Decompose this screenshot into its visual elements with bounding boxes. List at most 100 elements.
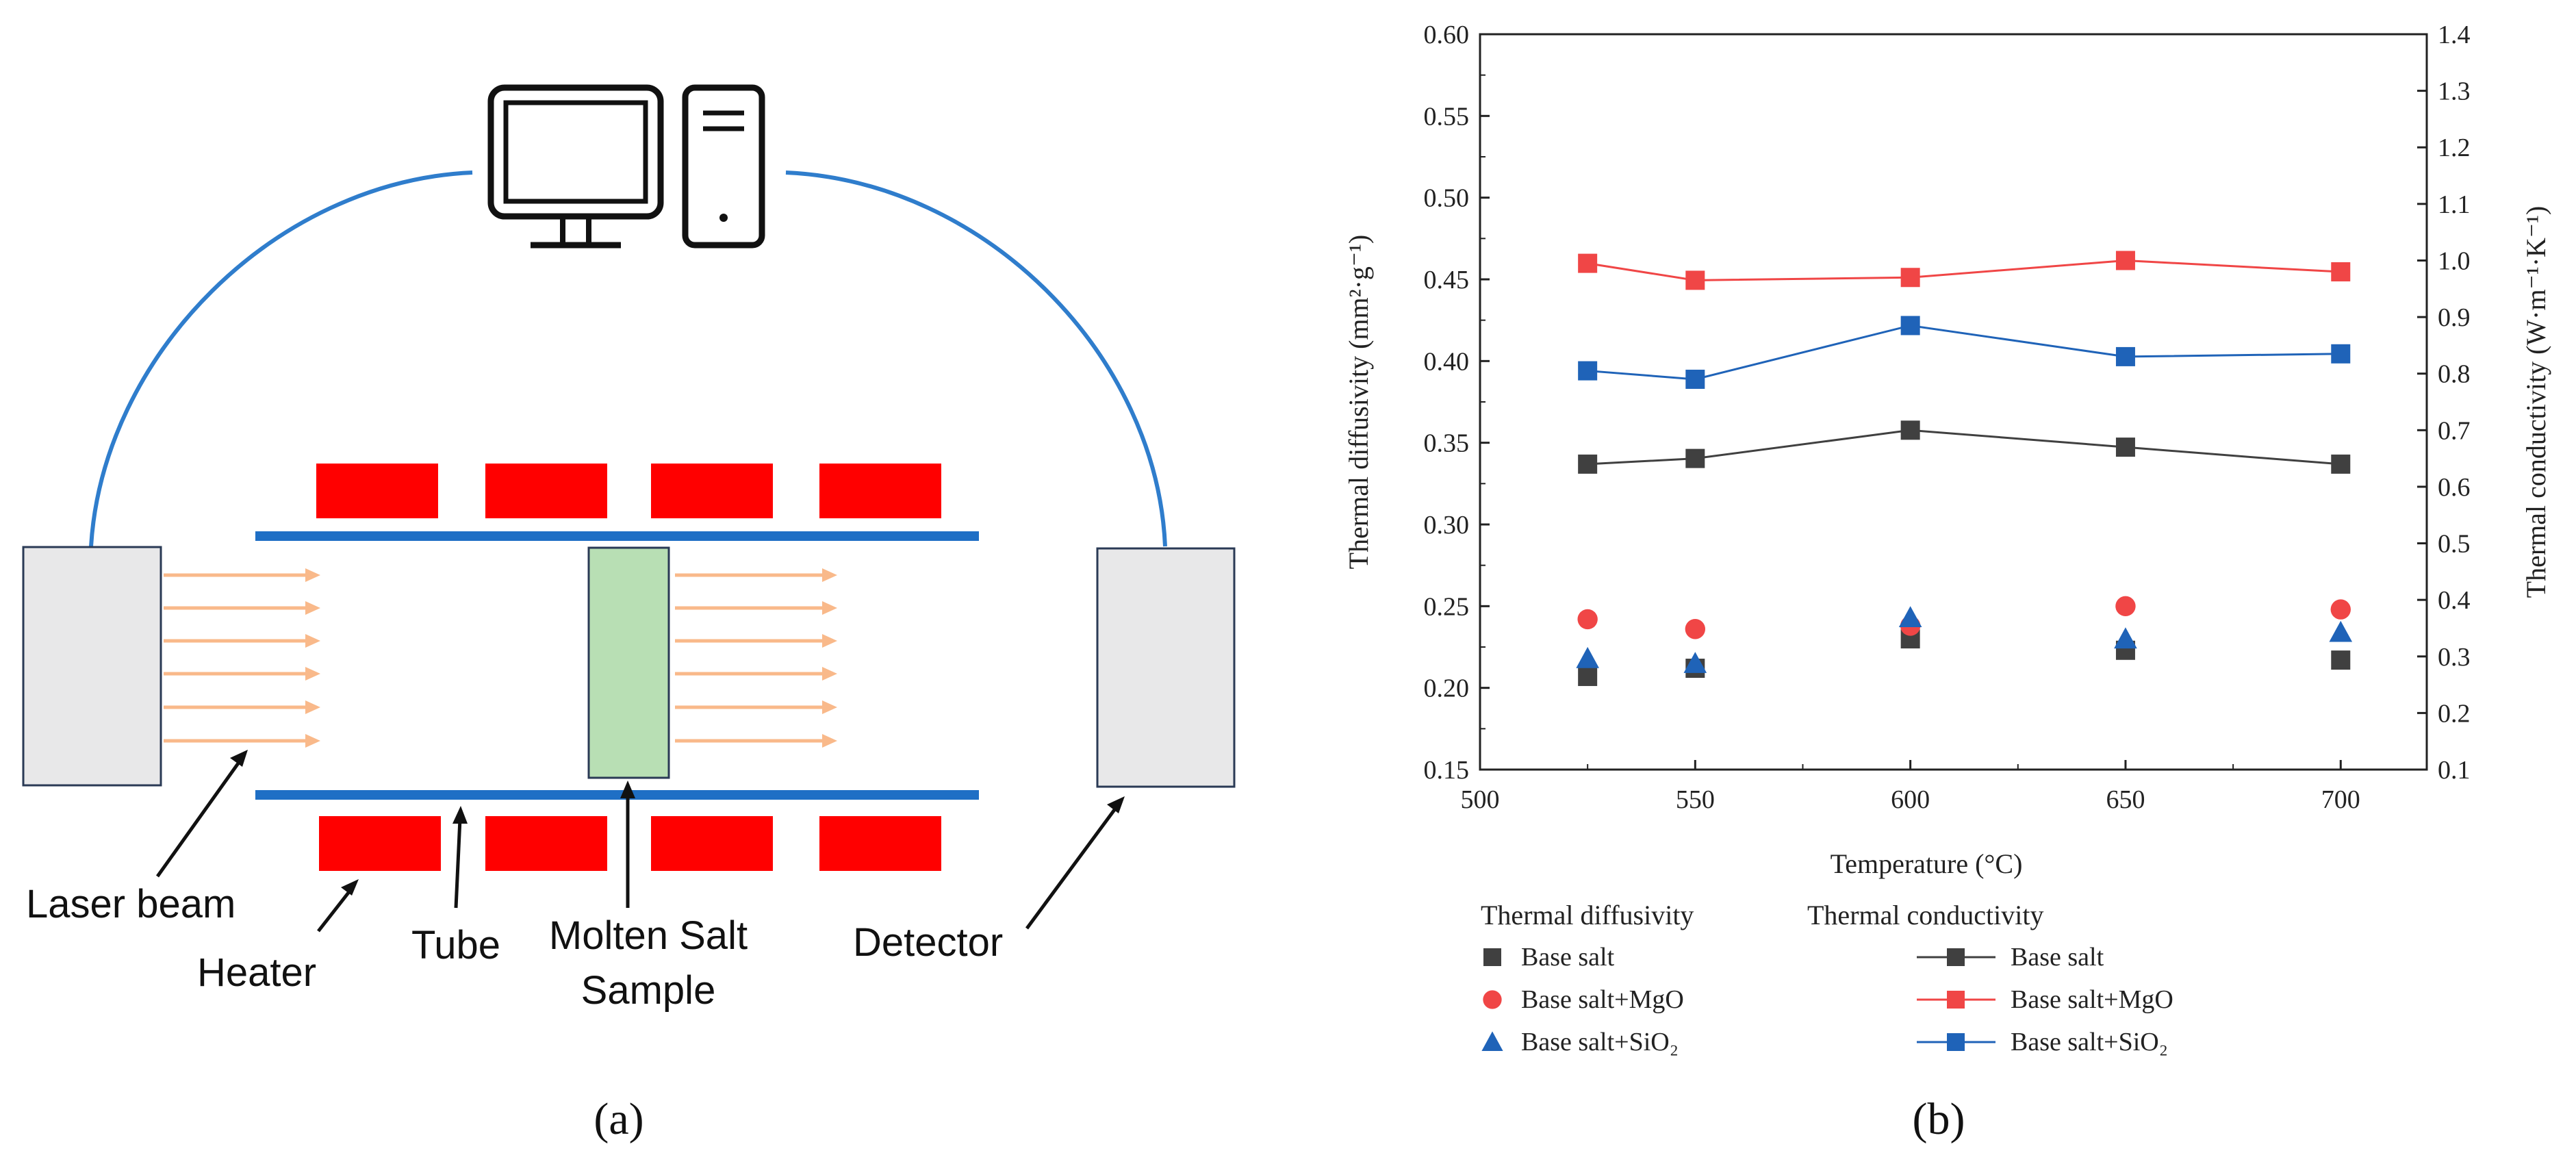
heater-block (819, 464, 941, 518)
y-right-tick-label: 0.3 (2438, 643, 2471, 672)
legend-marker (1947, 1033, 1965, 1051)
data-point (1900, 420, 1920, 440)
data-point (1898, 606, 1922, 628)
data-point (1685, 369, 1705, 389)
label-detector: Detector (853, 920, 1003, 965)
series-thermal-diffusivity-1 (1577, 596, 2351, 639)
label-tube: Tube (411, 923, 500, 967)
y-left-tick-label: 0.30 (1424, 511, 1470, 540)
lfa-schematic: Laser beam Heater Tube Molten Salt Sampl… (22, 84, 1236, 1144)
legend-heading-diffusivity: Thermal diffusivity (1481, 900, 1694, 930)
heater-block (485, 816, 607, 871)
laser-cable (89, 170, 473, 547)
caption-a: (a) (594, 1094, 643, 1144)
data-point (2331, 650, 2351, 670)
data-point (1578, 454, 1598, 474)
detector-cable (785, 170, 1167, 547)
data-point (1685, 270, 1705, 290)
y-right-tick-label: 0.4 (2438, 586, 2471, 615)
heater-block (316, 464, 438, 518)
data-point (2330, 599, 2351, 620)
label-sample: Sample (581, 968, 716, 1013)
y-right-tick-label: 1.0 (2438, 246, 2471, 275)
heater-block (319, 816, 441, 871)
y-right-tick-label: 1.3 (2438, 77, 2471, 106)
x-tick-label: 600 (1891, 785, 1930, 814)
legend-marker (1947, 948, 1965, 966)
legend-label: Base salt+MgO (1521, 985, 1684, 1014)
legend-label: Base salt+SiO₂ (1521, 1028, 1679, 1056)
y-right-tick-label: 0.6 (2438, 473, 2471, 502)
legend-marker (1483, 948, 1501, 966)
heater-block (651, 816, 773, 871)
x-tick-label: 700 (2321, 785, 2360, 814)
right-axis: 0.1 0.2 0.3 0.4 0.5 0.6 0.7 0.8 0.9 1.0 1.1 1.2 1.3 1… (2417, 21, 2471, 785)
data-point (2114, 627, 2137, 649)
y-left-tick-label: 0.60 (1424, 21, 1470, 49)
legend-label: Base salt (2011, 943, 2104, 972)
legend-label: Base salt+MgO (2011, 985, 2173, 1014)
data-point (2115, 596, 2136, 617)
data-point (1685, 619, 1706, 639)
legend-diffusivity-entries: Base salt Base salt+MgO Base salt+SiO₂ (1481, 943, 1684, 1056)
y-left-tick-label: 0.50 (1424, 184, 1470, 213)
y-left-tick-label: 0.45 (1424, 266, 1470, 294)
left-axis: 0.15 0.20 0.25 0.30 0.35 0.40 0.45 0.50 0.55 0.60 (1424, 21, 1490, 785)
heater-block (819, 816, 941, 871)
laser-source (22, 546, 162, 787)
y-right-tick-label: 0.7 (2438, 416, 2471, 445)
detector-box (1096, 547, 1236, 788)
y-left-tick-label: 0.25 (1424, 592, 1470, 621)
data-point (1577, 609, 1598, 630)
y-right-tick-label: 0.2 (2438, 699, 2471, 728)
series-thermal-diffusivity-2 (1576, 606, 2353, 673)
data-point (2331, 344, 2351, 364)
y-right-tick-label: 1.4 (2438, 21, 2471, 49)
legend-heading-conductivity: Thermal conductivity (1807, 900, 2043, 930)
y-axis-left-label: Thermal diffusivity (mm²·g⁻¹) (1343, 235, 1374, 570)
series-thermal-conductivity-3 (1578, 420, 2351, 474)
data-point (1900, 316, 1920, 335)
heater-block (651, 464, 773, 518)
y-right-tick-label: 0.1 (2438, 756, 2471, 785)
y-right-tick-label: 0.9 (2438, 303, 2471, 332)
y-axis-right-label: Thermal conductivity (W·m⁻¹·K⁻¹) (2521, 206, 2551, 598)
label-laser-beam: Laser beam (26, 882, 235, 926)
legend: Thermal diffusivity Thermal conductivity… (1481, 900, 2173, 1056)
data-point (1683, 652, 1707, 673)
data-point (1576, 646, 1599, 668)
y-left-tick-label: 0.20 (1424, 674, 1470, 703)
data-point (2115, 438, 2135, 457)
x-tick-label: 650 (2106, 785, 2145, 814)
y-left-tick-label: 0.40 (1424, 347, 1470, 376)
series-thermal-conductivity-4 (1578, 251, 2351, 290)
series-thermal-conductivity-5 (1578, 316, 2351, 389)
y-left-tick-label: 0.55 (1424, 102, 1470, 131)
x-tick-label: 550 (1676, 785, 1715, 814)
laser-beam-arrows (164, 568, 837, 748)
y-left-tick-label: 0.35 (1424, 429, 1470, 458)
data-point (1578, 253, 1598, 273)
legend-marker (1481, 1031, 1503, 1051)
data-point (2331, 262, 2351, 281)
y-right-tick-label: 0.5 (2438, 530, 2471, 559)
caption-b: (b) (1913, 1094, 1965, 1144)
legend-label: Base salt+SiO₂ (2011, 1028, 2168, 1056)
data-point (2115, 251, 2135, 270)
data-point (2331, 454, 2351, 474)
data-point (1685, 448, 1705, 468)
x-axis: 500 550 600 650 700 (1461, 760, 2360, 814)
thermal-properties-chart: 0.150.200.250.300.350.400.450.500.550.60… (1343, 21, 2551, 1144)
plot-frame (1479, 33, 2428, 771)
y-left-tick-label: 0.15 (1424, 756, 1470, 785)
series-layer (1576, 251, 2353, 686)
callout-arrows (155, 750, 1125, 933)
label-molten-salt: Molten Salt (549, 913, 748, 958)
data-point (2115, 346, 2135, 366)
legend-label: Base salt (1521, 943, 1615, 972)
molten-salt-sample (587, 546, 670, 779)
data-point (2329, 620, 2353, 642)
y-right-tick-label: 0.8 (2438, 360, 2471, 389)
y-right-tick-label: 1.2 (2438, 134, 2471, 162)
